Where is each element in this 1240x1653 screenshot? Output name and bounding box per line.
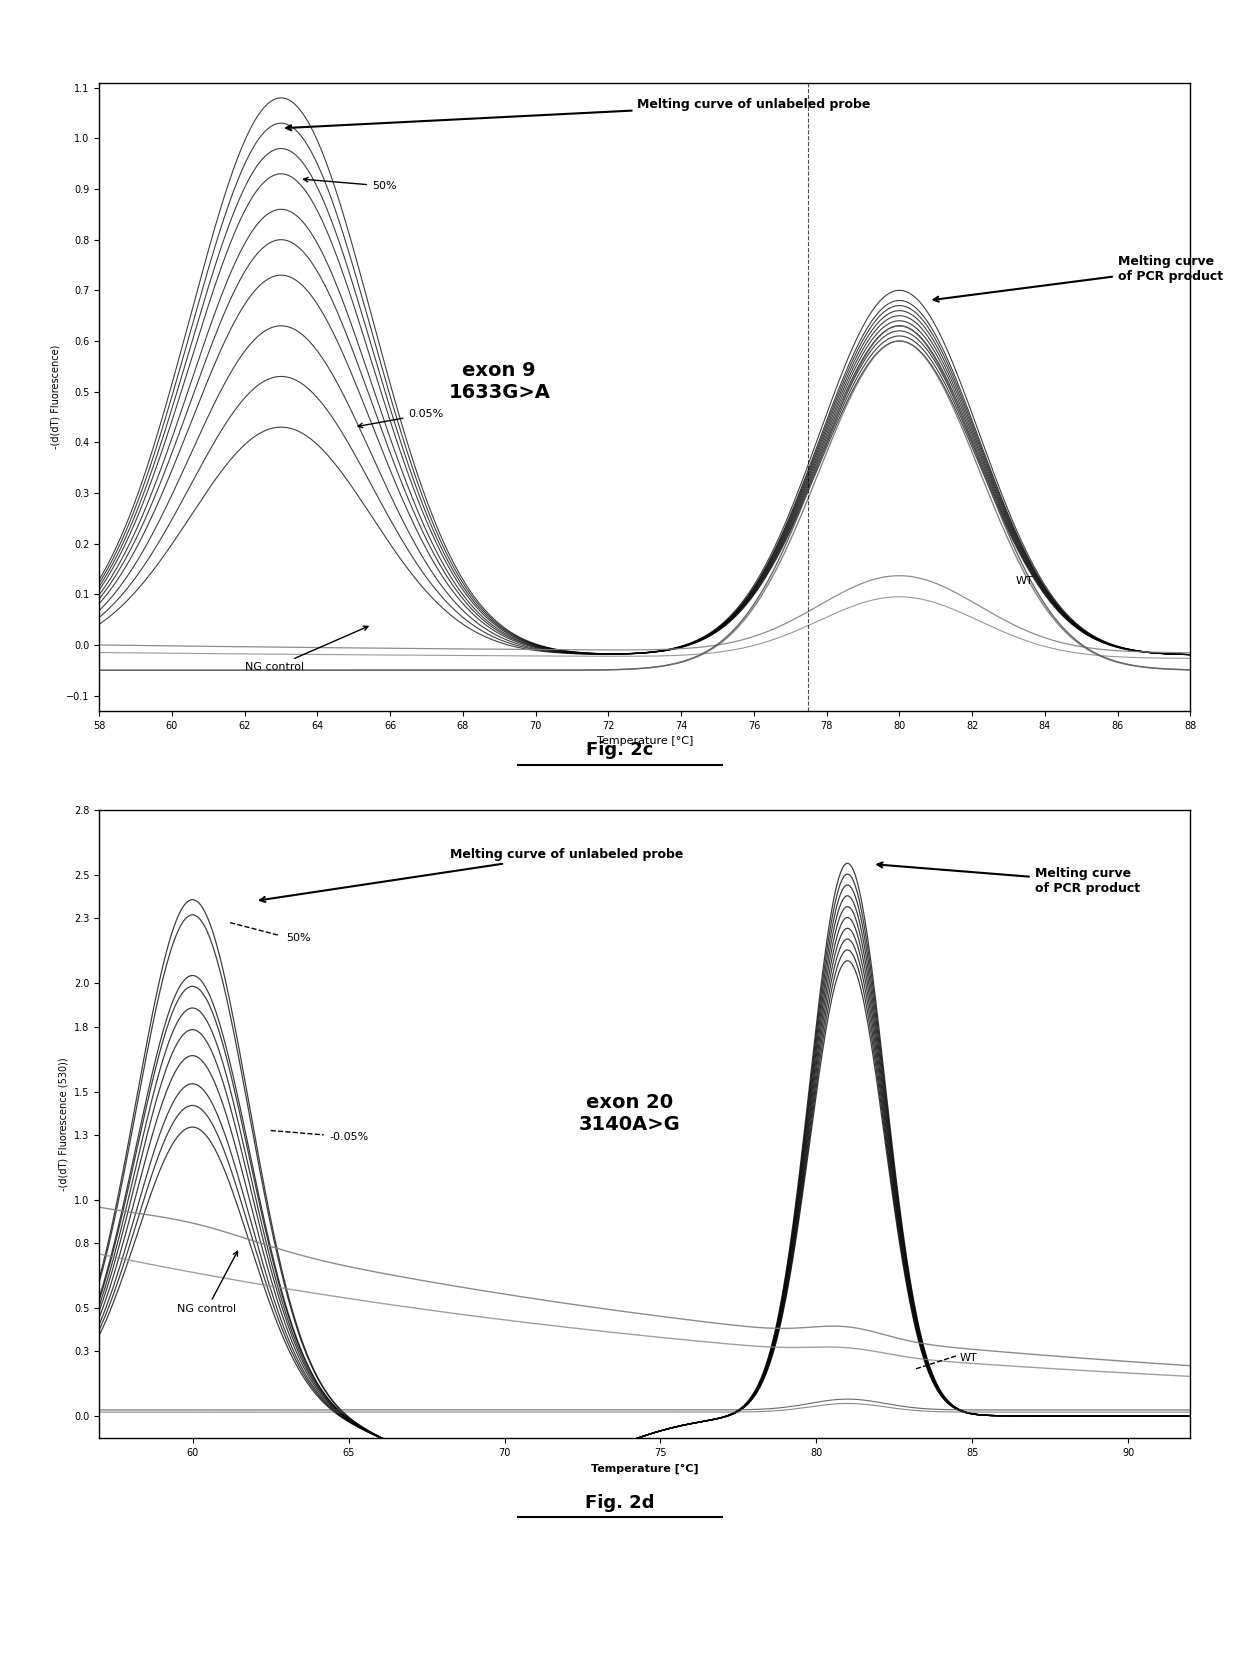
Text: exon 9
1633G>A: exon 9 1633G>A <box>449 360 551 402</box>
Text: Melting curve of unlabeled probe: Melting curve of unlabeled probe <box>286 98 870 131</box>
Text: 50%: 50% <box>286 932 311 942</box>
Text: Melting curve of unlabeled probe: Melting curve of unlabeled probe <box>260 848 683 903</box>
Text: Fig. 2c: Fig. 2c <box>587 742 653 759</box>
X-axis label: Temperature [°C]: Temperature [°C] <box>596 736 693 746</box>
Text: Melting curve
of PCR product: Melting curve of PCR product <box>934 255 1223 301</box>
Text: exon 20
3140A>G: exon 20 3140A>G <box>578 1093 680 1134</box>
Text: 0.05%: 0.05% <box>358 408 444 428</box>
Text: -0.05%: -0.05% <box>330 1132 370 1142</box>
Text: Melting curve
of PCR product: Melting curve of PCR product <box>878 863 1140 896</box>
Text: 50%: 50% <box>304 177 397 192</box>
Text: NG control: NG control <box>177 1251 238 1314</box>
Text: NG control: NG control <box>244 626 368 673</box>
Text: Fig. 2d: Fig. 2d <box>585 1494 655 1511</box>
Text: WT: WT <box>1016 577 1034 587</box>
Y-axis label: -(d(dT) Fluorescence (530)): -(d(dT) Fluorescence (530)) <box>58 1058 68 1190</box>
Y-axis label: -(d(dT) Fluorescence): -(d(dT) Fluorescence) <box>51 344 61 450</box>
X-axis label: Temperature [°C]: Temperature [°C] <box>591 1463 698 1474</box>
Text: WT: WT <box>960 1352 977 1364</box>
